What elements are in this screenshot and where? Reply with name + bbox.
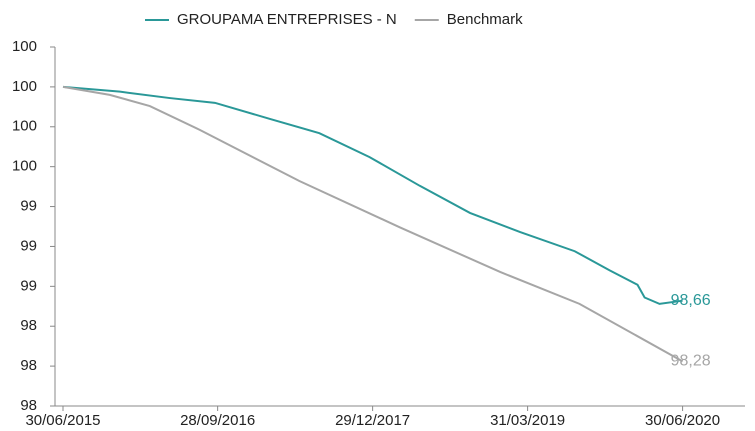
x-tick-label: 31/03/2019: [490, 412, 565, 429]
series-line: [62, 85, 683, 305]
y-tick-label: 98: [20, 397, 37, 414]
series-line: [62, 85, 684, 363]
x-tick-label: 28/09/2016: [180, 412, 255, 429]
y-tick-label: 100: [12, 158, 37, 175]
legend-label: GROUPAMA ENTREPRISES - N: [177, 11, 397, 28]
x-tick-label: 30/06/2020: [645, 412, 720, 429]
value-label: 98,66: [671, 292, 711, 309]
x-tick-label: 29/12/2017: [335, 412, 410, 429]
y-tick-label: 100: [12, 118, 37, 135]
x-tick-label: 30/06/2015: [25, 412, 100, 429]
legend-label: Benchmark: [447, 11, 523, 28]
value-label: 98,28: [671, 353, 711, 370]
y-tick-label: 98: [20, 357, 37, 374]
y-tick-label: 99: [20, 198, 37, 215]
y-tick-label: 99: [20, 277, 37, 294]
y-tick-label: 100: [12, 78, 37, 95]
y-tick-label: 100: [12, 38, 37, 55]
y-tick-label: 98: [20, 317, 37, 334]
y-tick-label: 99: [20, 237, 37, 254]
